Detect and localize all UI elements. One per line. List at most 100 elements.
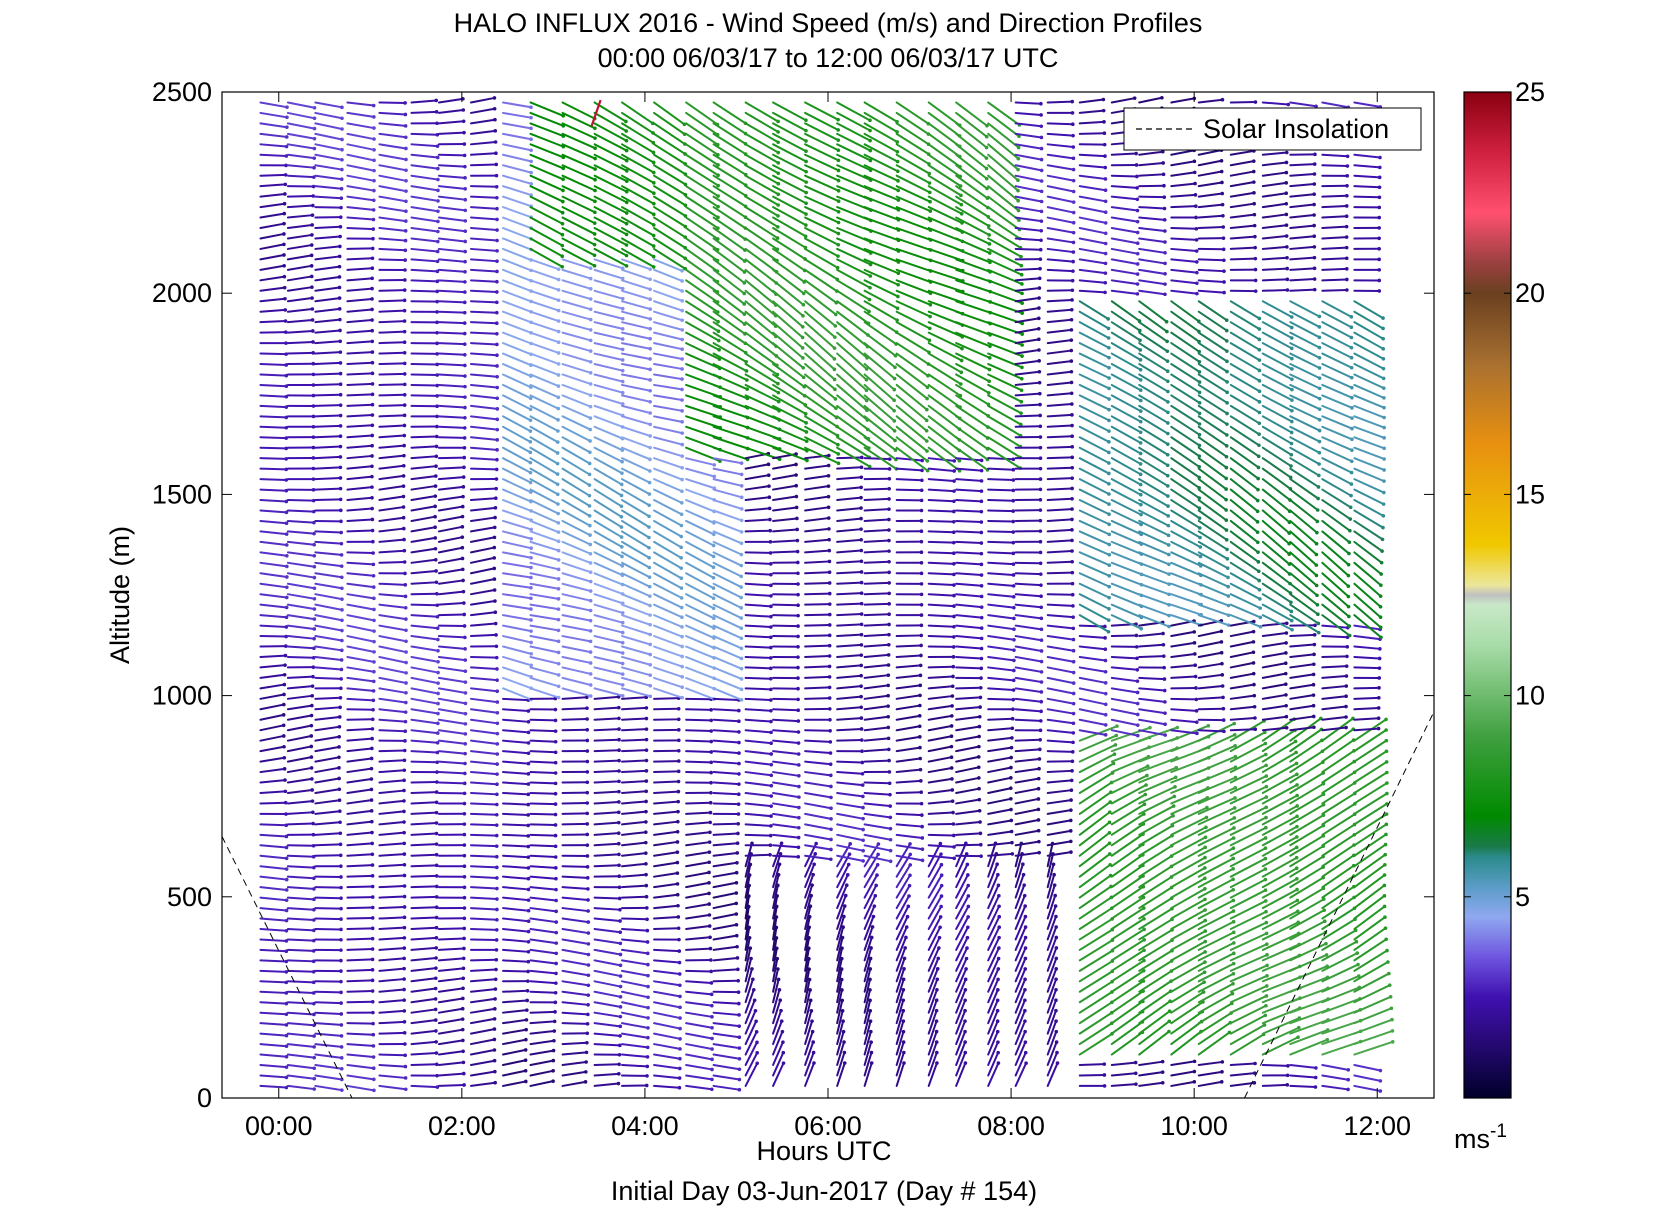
- wind-vector-head: [939, 904, 943, 909]
- wind-vector-head: [679, 566, 684, 570]
- wind-vector: [259, 875, 288, 881]
- wind-vector-head: [370, 517, 375, 522]
- wind-vector: [1014, 143, 1043, 150]
- wind-vector: [529, 143, 565, 159]
- wind-vector: [410, 864, 438, 868]
- wind-vector: [1046, 915, 1057, 941]
- wind-vector: [621, 436, 652, 449]
- wind-vector: [712, 352, 748, 372]
- wind-vector: [836, 833, 865, 842]
- wind-vector-head: [339, 1012, 344, 1016]
- wind-vector-head: [644, 737, 649, 742]
- wind-vector: [469, 1081, 497, 1087]
- wind-vector: [927, 978, 939, 1004]
- wind-vector: [955, 725, 981, 732]
- wind-vector-head: [805, 458, 809, 463]
- wind-vector-head: [868, 274, 873, 278]
- wind-vector: [259, 404, 288, 409]
- wind-vector-head: [1023, 987, 1027, 992]
- wind-vector-head: [435, 155, 440, 160]
- wind-vector-head: [526, 908, 531, 913]
- wind-vector: [502, 153, 533, 163]
- wind-vector: [314, 832, 342, 836]
- wind-vector-head: [462, 801, 467, 806]
- wind-vector-head: [919, 613, 924, 617]
- wind-vector-head: [371, 217, 376, 222]
- wind-vector-head: [463, 384, 467, 389]
- wind-vector-head: [554, 898, 558, 903]
- wind-vector-head: [735, 851, 740, 855]
- wind-vector: [437, 1039, 464, 1046]
- wind-vector: [593, 917, 622, 922]
- wind-vector: [653, 687, 684, 699]
- wind-vector: [987, 268, 1023, 285]
- wind-vector: [653, 980, 681, 987]
- wind-vector-head: [716, 215, 720, 220]
- wind-vector: [378, 132, 407, 139]
- wind-vector: [502, 948, 530, 953]
- wind-vector-head: [810, 1019, 814, 1023]
- wind-vector: [621, 759, 648, 763]
- wind-vector: [410, 143, 439, 148]
- wind-vector: [863, 581, 891, 585]
- wind-vector: [1014, 297, 1041, 303]
- wind-vector: [772, 873, 780, 899]
- wind-vector: [469, 708, 499, 714]
- wind-vector-head: [950, 777, 954, 781]
- wind-vector: [712, 289, 746, 316]
- wind-vector: [529, 1030, 556, 1035]
- wind-vector-head: [887, 528, 891, 532]
- wind-vector: [621, 164, 655, 184]
- wind-vector-head: [739, 563, 744, 568]
- wind-vector-head: [934, 1040, 939, 1044]
- wind-vector-head: [618, 995, 623, 999]
- wind-vector: [712, 842, 739, 847]
- wind-vector: [314, 245, 341, 250]
- wind-vector-head: [309, 766, 314, 770]
- wind-vector-head: [463, 395, 467, 399]
- wind-vector: [314, 297, 341, 303]
- wind-vector: [772, 404, 808, 424]
- wind-vector-head: [402, 382, 407, 387]
- wind-vector: [772, 708, 800, 712]
- wind-vector-head: [402, 956, 406, 961]
- wind-vector: [836, 496, 863, 502]
- wind-vector-head: [339, 686, 343, 691]
- wind-vector-head: [1039, 605, 1044, 610]
- wind-vector: [863, 602, 891, 606]
- wind-vector: [529, 875, 557, 880]
- wind-vector: [529, 917, 558, 924]
- wind-vector: [744, 342, 778, 367]
- wind-vector-head: [859, 485, 863, 490]
- wind-vector-head: [963, 987, 968, 992]
- wind-vector: [685, 936, 712, 941]
- wind-vector: [346, 529, 374, 533]
- wind-vector-head: [560, 254, 565, 258]
- wind-vector: [437, 195, 467, 201]
- wind-vector: [744, 185, 780, 207]
- wind-vector: [314, 143, 344, 151]
- wind-vector: [437, 781, 466, 785]
- wind-vector-head: [776, 381, 780, 386]
- wind-vector: [895, 247, 932, 262]
- wind-vector-head: [1037, 276, 1042, 281]
- wind-vector: [410, 465, 438, 470]
- wind-vector: [469, 988, 497, 993]
- wind-vector: [772, 1030, 784, 1056]
- wind-vector: [286, 244, 313, 250]
- wind-vector: [346, 896, 374, 899]
- wind-vector-head: [528, 407, 533, 412]
- wind-vector: [529, 404, 560, 421]
- wind-vector-head: [403, 1064, 408, 1069]
- wind-vector: [987, 978, 1000, 1004]
- wind-vector: [561, 990, 590, 997]
- wind-vector-head: [769, 719, 773, 724]
- wind-vector-head: [526, 887, 531, 892]
- wind-vector-head: [952, 519, 956, 524]
- wind-vector: [314, 393, 342, 397]
- wind-vector: [653, 969, 681, 975]
- wind-vector-head: [887, 581, 891, 585]
- wind-vector-head: [1054, 946, 1059, 950]
- wind-vector: [772, 1020, 783, 1046]
- wind-vector-head: [370, 318, 374, 322]
